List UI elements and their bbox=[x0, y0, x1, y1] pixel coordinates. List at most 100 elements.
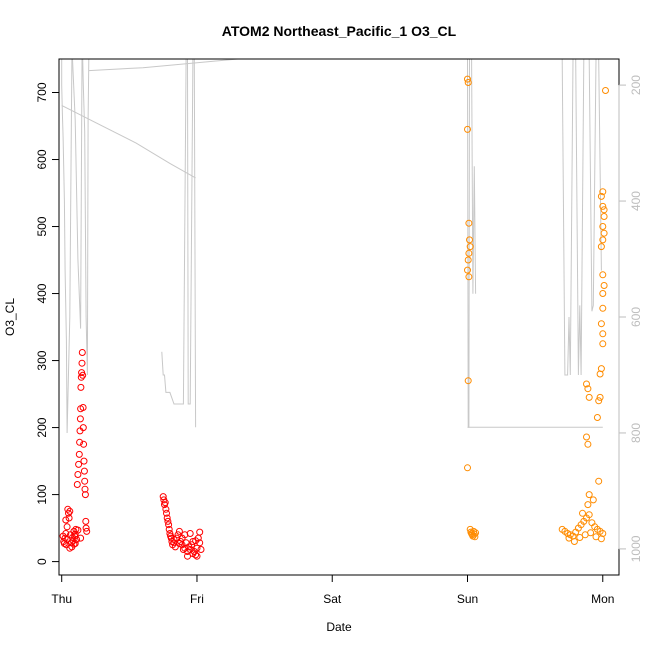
data-point bbox=[189, 538, 197, 545]
data-point bbox=[465, 249, 473, 257]
data-point bbox=[80, 457, 88, 465]
data-point bbox=[178, 534, 186, 542]
data-point bbox=[599, 330, 607, 338]
data-point bbox=[465, 273, 473, 281]
data-point bbox=[466, 243, 474, 251]
data-point bbox=[74, 471, 82, 478]
x-tick-label: Sat bbox=[323, 592, 342, 606]
data-point bbox=[470, 530, 478, 538]
x-axis: Thu Fri Sat Sun Mon bbox=[51, 574, 614, 606]
y-axis-label: O3_CL bbox=[3, 298, 17, 336]
data-point bbox=[583, 433, 590, 441]
data-point bbox=[472, 529, 480, 537]
data-point bbox=[78, 349, 86, 356]
data-point bbox=[584, 501, 592, 509]
data-point bbox=[188, 541, 196, 549]
data-point bbox=[599, 236, 607, 244]
pressure-trace-segment-2 bbox=[61, 104, 196, 179]
data-point bbox=[584, 385, 592, 393]
data-point bbox=[583, 380, 590, 388]
data-point bbox=[595, 477, 603, 485]
data-point bbox=[600, 282, 608, 289]
data-point bbox=[600, 206, 608, 214]
plot-frame bbox=[58, 58, 620, 576]
data-point bbox=[599, 188, 607, 196]
data-point bbox=[165, 521, 173, 529]
data-point bbox=[597, 535, 605, 543]
data-point bbox=[79, 404, 87, 411]
x-tick-label: Thu bbox=[51, 592, 72, 606]
y-axis: 0 100 200 300 400 500 600 700 bbox=[35, 82, 60, 565]
data-point bbox=[587, 529, 595, 537]
data-point bbox=[464, 464, 471, 472]
data-point bbox=[593, 414, 601, 421]
data-point bbox=[599, 340, 607, 348]
data-point bbox=[163, 514, 171, 522]
data-point bbox=[597, 320, 605, 328]
data-point bbox=[73, 481, 81, 488]
data-point bbox=[162, 505, 170, 513]
data-point bbox=[602, 87, 609, 94]
data-point bbox=[197, 546, 205, 553]
data-point bbox=[193, 544, 201, 552]
data-point bbox=[78, 359, 86, 367]
data-point bbox=[192, 537, 200, 545]
data-point bbox=[565, 534, 573, 542]
data-point bbox=[599, 271, 607, 279]
pressure-trace bbox=[61, 58, 603, 434]
data-point bbox=[585, 511, 593, 519]
data-point bbox=[62, 516, 70, 524]
data-point bbox=[585, 491, 593, 499]
data-point bbox=[82, 524, 90, 532]
x-tick-label: Mon bbox=[591, 592, 614, 606]
data-point bbox=[77, 383, 85, 391]
data-point bbox=[595, 397, 603, 405]
data-point bbox=[596, 393, 604, 401]
data-point bbox=[599, 304, 607, 312]
data-point bbox=[465, 219, 473, 227]
secondary-tick-label: 800 bbox=[629, 423, 643, 443]
data-point bbox=[65, 509, 72, 517]
data-point bbox=[161, 499, 169, 507]
pressure-trace-segment-1 bbox=[72, 58, 90, 376]
secondary-tick-label: 1000 bbox=[629, 535, 643, 562]
y-tick-label: 600 bbox=[35, 149, 49, 169]
data-point bbox=[464, 377, 472, 385]
data-point bbox=[64, 505, 72, 513]
data-point bbox=[175, 540, 183, 547]
data-point bbox=[81, 477, 89, 485]
data-point bbox=[471, 533, 479, 541]
data-point bbox=[600, 213, 608, 220]
data-point bbox=[79, 371, 87, 379]
data-point bbox=[175, 527, 183, 535]
secondary-tick-label: 200 bbox=[629, 75, 643, 95]
data-point bbox=[63, 523, 71, 531]
secondary-tick-label: 600 bbox=[629, 307, 643, 327]
y-tick-label: 400 bbox=[35, 283, 49, 303]
data-point bbox=[79, 424, 87, 432]
y-tick-label: 300 bbox=[35, 350, 49, 370]
data-point bbox=[75, 450, 83, 458]
data-point bbox=[76, 427, 84, 435]
data-point bbox=[76, 438, 84, 446]
data-point bbox=[464, 125, 471, 133]
data-point bbox=[184, 552, 191, 560]
data-point bbox=[76, 415, 84, 423]
data-point bbox=[576, 534, 584, 541]
x-tick-label: Fri bbox=[190, 592, 204, 606]
data-point bbox=[74, 526, 82, 534]
data-point bbox=[464, 75, 471, 83]
data-point bbox=[196, 539, 204, 547]
y-tick-label: 0 bbox=[35, 558, 49, 565]
data-point bbox=[77, 373, 85, 381]
data-point bbox=[159, 493, 167, 501]
secondary-y-axis: 200 400 600 800 1000 bbox=[618, 75, 643, 562]
y-tick-label: 100 bbox=[35, 484, 49, 504]
data-point bbox=[81, 485, 89, 493]
data-point bbox=[66, 544, 74, 552]
data-point bbox=[597, 192, 605, 200]
data-point bbox=[171, 543, 179, 551]
data-point bbox=[70, 540, 78, 548]
pressure-trace-segment-3 bbox=[88, 58, 238, 72]
